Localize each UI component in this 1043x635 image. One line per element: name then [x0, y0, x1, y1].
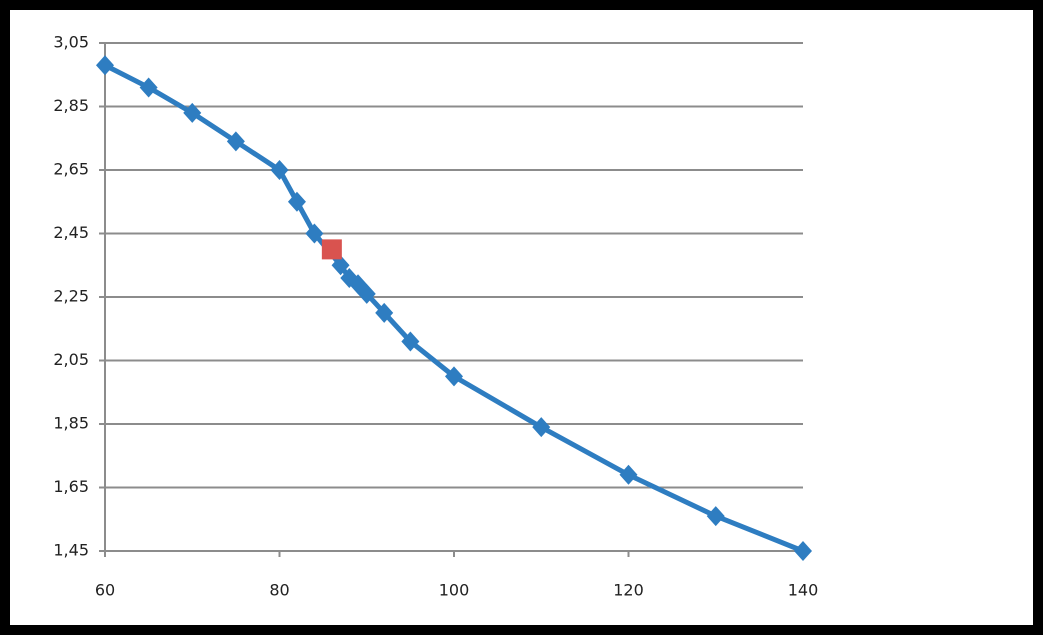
y-tick-label: 1,85 [53, 414, 89, 433]
y-tick-label: 3,05 [53, 33, 89, 52]
y-tick-label: 2,85 [53, 96, 89, 115]
data-point [375, 302, 394, 323]
x-tick-label: 140 [788, 581, 819, 600]
data-point [96, 55, 114, 76]
data-point [706, 506, 725, 527]
x-tick-label: 120 [613, 581, 644, 600]
data-point [321, 239, 342, 260]
y-tick-label: 2,25 [53, 287, 89, 306]
data-point [401, 331, 420, 352]
y-tick-label: 2,65 [53, 160, 89, 179]
y-tick-label: 2,05 [53, 350, 89, 369]
data-point [532, 417, 551, 438]
data-point [183, 102, 202, 123]
x-tick-label: 60 [95, 581, 115, 600]
data-point [139, 77, 158, 98]
data-point [794, 541, 812, 561]
x-tick-label: 80 [269, 581, 289, 600]
data-point [270, 160, 289, 180]
data-point [305, 223, 324, 244]
data-point [226, 131, 245, 152]
data-point [619, 464, 638, 485]
x-tick-label: 100 [439, 581, 470, 600]
data-point [445, 366, 463, 387]
data-point [287, 191, 306, 212]
data-point [331, 255, 350, 276]
data-point [357, 283, 376, 304]
y-tick-label: 2,45 [53, 223, 89, 242]
y-tick-label: 1,45 [53, 541, 89, 560]
y-tick-label: 1,65 [53, 477, 89, 496]
